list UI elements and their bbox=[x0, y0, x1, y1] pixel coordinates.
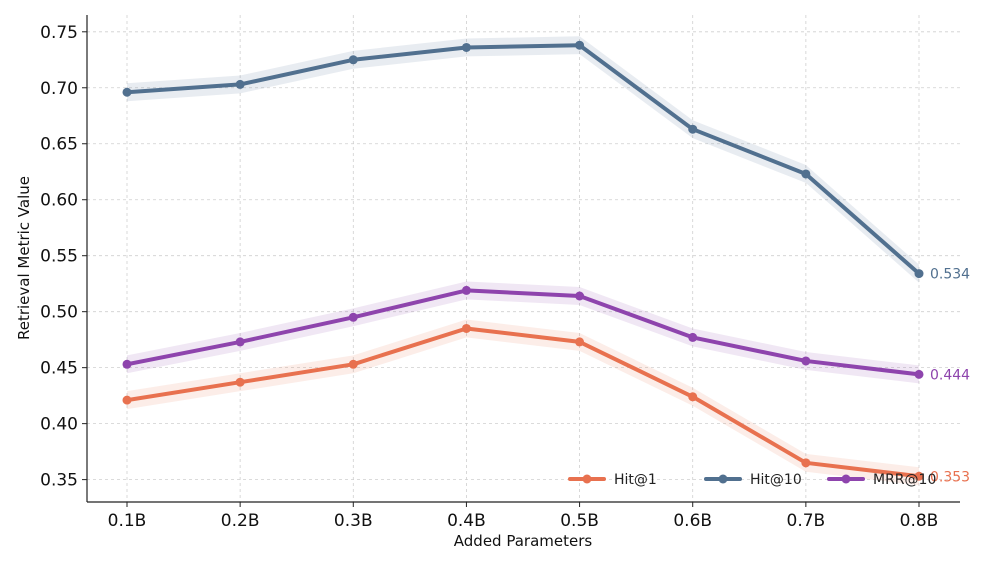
y-tick-label: 0.45 bbox=[40, 359, 78, 379]
hit-10-end-label: 0.534 bbox=[930, 267, 970, 283]
hit-1-point bbox=[914, 471, 924, 481]
mrr-10-end-label: 0.444 bbox=[930, 367, 970, 383]
hit-1-band bbox=[127, 319, 919, 486]
mrr-10-point bbox=[801, 356, 811, 366]
grid bbox=[87, 15, 960, 502]
hit-1-point bbox=[348, 359, 358, 369]
x-tick-label: 0.6B bbox=[673, 511, 712, 531]
hit-10-point bbox=[914, 269, 924, 279]
hit-10-band bbox=[127, 36, 919, 283]
mrr-10-point bbox=[122, 359, 132, 369]
x-tick-label: 0.4B bbox=[447, 511, 486, 531]
mrr-10-point bbox=[235, 337, 245, 347]
x-tick-label: 0.1B bbox=[108, 511, 147, 531]
series-points bbox=[122, 40, 924, 481]
hit-10-point bbox=[688, 124, 698, 134]
mrr-10-point bbox=[461, 285, 471, 295]
legend-marker-mrr-10 bbox=[841, 474, 851, 484]
x-tick-label: 0.8B bbox=[900, 511, 939, 531]
y-axis-title: Retrieval Metric Value bbox=[15, 176, 33, 340]
hit-1-point bbox=[575, 337, 585, 347]
y-tick-label: 0.65 bbox=[40, 135, 78, 155]
hit-10-point bbox=[348, 55, 358, 65]
hit-1-point bbox=[461, 323, 471, 333]
hit-10-point bbox=[801, 169, 811, 179]
x-axis-title: Added Parameters bbox=[454, 532, 593, 550]
mrr-10-line bbox=[125, 288, 921, 377]
y-tick-label: 0.55 bbox=[40, 247, 78, 267]
y-tick-label: 0.35 bbox=[40, 471, 78, 491]
y-tick-label: 0.50 bbox=[40, 303, 78, 323]
y-tick-label: 0.40 bbox=[40, 415, 78, 435]
mrr-10-point bbox=[914, 369, 924, 379]
confidence-bands bbox=[127, 36, 919, 486]
hit-10-point bbox=[461, 42, 471, 52]
series-lines bbox=[125, 43, 921, 479]
end-labels: 0.353 0.534 0.444 bbox=[930, 267, 970, 486]
mrr-10-point bbox=[688, 332, 698, 342]
hit-1-point bbox=[688, 392, 698, 402]
hit-1-line bbox=[125, 326, 921, 479]
legend-label-hit-10: Hit@10 bbox=[750, 472, 802, 488]
y-tick-label: 0.75 bbox=[40, 23, 78, 43]
hit-10-line bbox=[125, 43, 921, 276]
legend-label-hit-1: Hit@1 bbox=[614, 472, 657, 488]
x-tick-label: 0.5B bbox=[560, 511, 599, 531]
legend: Hit@1 Hit@10 MRR@10 bbox=[568, 472, 936, 488]
mrr-10-point bbox=[575, 291, 585, 301]
mrr-10-point bbox=[348, 312, 358, 322]
y-tick-label: 0.70 bbox=[40, 79, 78, 99]
y-tick-label: 0.60 bbox=[40, 191, 78, 211]
tick-labels: 0.35 0.40 0.45 0.50 0.55 0.60 0.65 0.70 0.75 0.1B… bbox=[40, 23, 938, 531]
x-tick-label: 0.3B bbox=[334, 511, 373, 531]
axes bbox=[86, 15, 960, 503]
hit-1-point bbox=[122, 395, 132, 405]
x-tick-label: 0.7B bbox=[787, 511, 826, 531]
hit-10-point bbox=[235, 79, 245, 89]
legend-marker-hit-10 bbox=[718, 474, 728, 484]
legend-label-mrr-10: MRR@10 bbox=[873, 472, 936, 488]
hit-10-point bbox=[122, 87, 132, 97]
legend-marker-hit-1 bbox=[582, 474, 592, 484]
hit-10-point bbox=[575, 40, 585, 50]
x-tick-label: 0.2B bbox=[221, 511, 260, 531]
hit-1-end-label: 0.353 bbox=[930, 469, 970, 485]
hit-1-point bbox=[801, 458, 811, 468]
hit-1-point bbox=[235, 377, 245, 387]
